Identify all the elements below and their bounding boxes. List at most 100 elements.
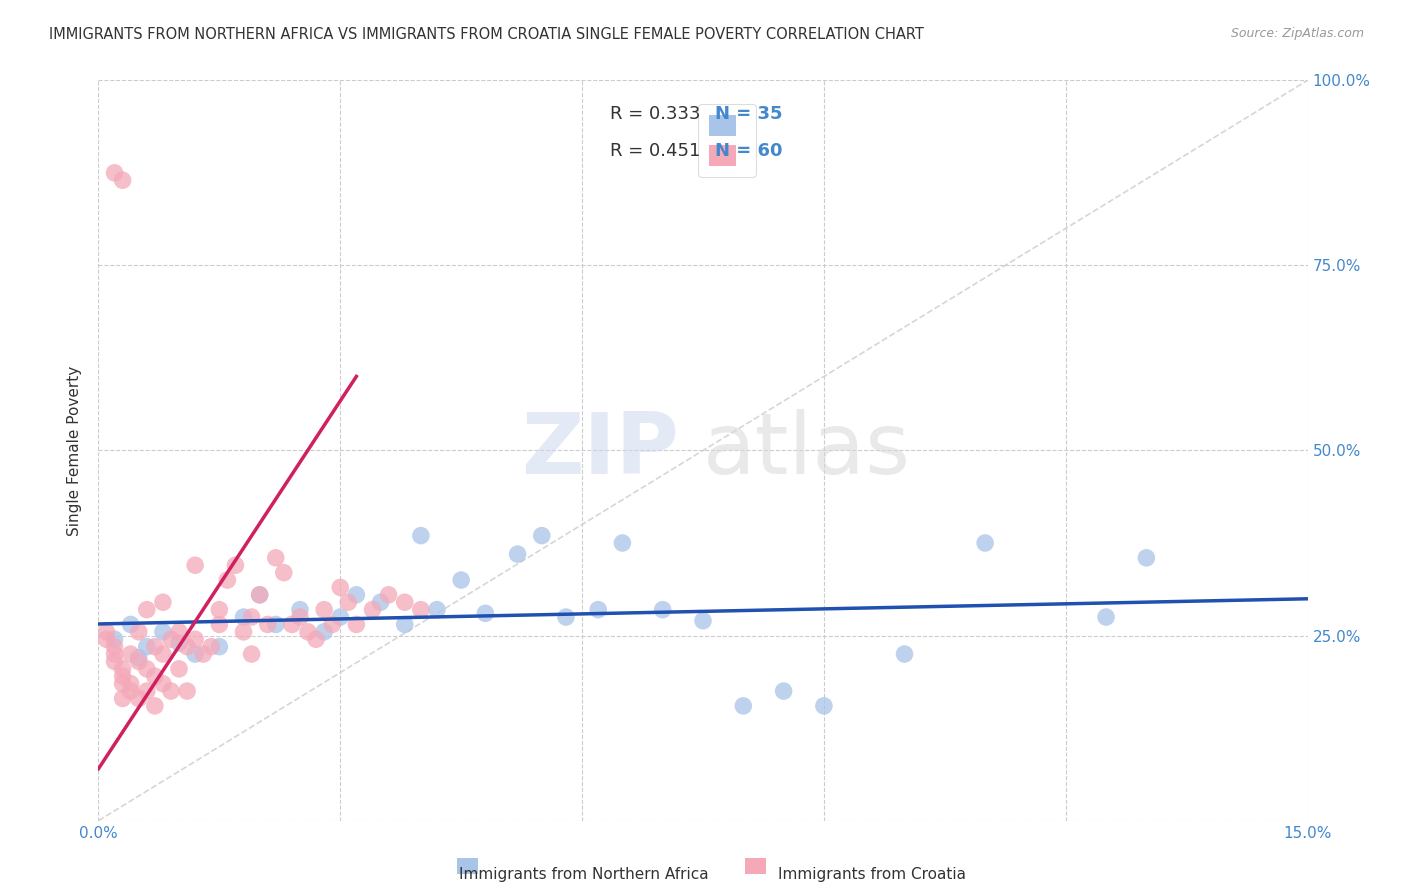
Point bbox=[1095, 610, 1118, 624]
Text: R = 0.451: R = 0.451 bbox=[610, 142, 700, 160]
Point bbox=[184, 558, 207, 573]
Point bbox=[103, 640, 125, 654]
Point bbox=[305, 632, 328, 647]
Text: R = 0.333: R = 0.333 bbox=[610, 104, 700, 122]
Point bbox=[111, 691, 134, 706]
Point bbox=[143, 669, 166, 683]
Point bbox=[120, 676, 142, 690]
Point bbox=[474, 607, 496, 621]
Point bbox=[612, 536, 634, 550]
Point bbox=[120, 617, 142, 632]
Point bbox=[692, 614, 714, 628]
Point bbox=[329, 610, 352, 624]
Point bbox=[264, 617, 287, 632]
Point bbox=[232, 624, 254, 639]
Point bbox=[200, 640, 222, 654]
Point bbox=[167, 624, 190, 639]
Point bbox=[103, 632, 125, 647]
Point bbox=[160, 684, 183, 698]
Point bbox=[281, 617, 304, 632]
Point bbox=[111, 173, 134, 187]
Point bbox=[506, 547, 529, 561]
Point bbox=[152, 595, 174, 609]
Point bbox=[232, 610, 254, 624]
Text: Immigrants from Croatia: Immigrants from Croatia bbox=[778, 867, 966, 882]
Point bbox=[377, 588, 399, 602]
Point bbox=[176, 640, 198, 654]
Point bbox=[176, 684, 198, 698]
Point bbox=[135, 684, 157, 698]
Point bbox=[344, 617, 367, 632]
Point bbox=[586, 602, 609, 616]
Point bbox=[651, 602, 673, 616]
Point bbox=[193, 647, 215, 661]
Point bbox=[120, 684, 142, 698]
Point bbox=[344, 588, 367, 602]
Point bbox=[733, 698, 755, 713]
Point bbox=[111, 676, 134, 690]
Y-axis label: Single Female Poverty: Single Female Poverty bbox=[67, 366, 83, 535]
Text: IMMIGRANTS FROM NORTHERN AFRICA VS IMMIGRANTS FROM CROATIA SINGLE FEMALE POVERTY: IMMIGRANTS FROM NORTHERN AFRICA VS IMMIG… bbox=[49, 27, 924, 42]
Point bbox=[128, 691, 150, 706]
Point bbox=[256, 617, 278, 632]
Text: N = 35: N = 35 bbox=[716, 104, 783, 122]
Legend: , : , bbox=[699, 104, 756, 177]
Text: ZIP: ZIP bbox=[522, 409, 679, 492]
Point bbox=[167, 636, 190, 650]
Text: N = 60: N = 60 bbox=[716, 142, 783, 160]
Point bbox=[184, 647, 207, 661]
Point bbox=[96, 624, 118, 639]
Point bbox=[813, 698, 835, 713]
Point bbox=[103, 166, 125, 180]
Point bbox=[321, 617, 343, 632]
Point bbox=[128, 655, 150, 669]
Point bbox=[249, 588, 271, 602]
Point bbox=[530, 528, 553, 542]
Point bbox=[394, 595, 416, 609]
Point bbox=[249, 588, 271, 602]
Point bbox=[96, 632, 118, 647]
Point bbox=[184, 632, 207, 647]
Point bbox=[361, 602, 384, 616]
Point bbox=[772, 684, 794, 698]
Point bbox=[135, 640, 157, 654]
Point bbox=[240, 610, 263, 624]
Point bbox=[450, 573, 472, 587]
Point bbox=[208, 617, 231, 632]
Point bbox=[167, 662, 190, 676]
Point bbox=[426, 602, 449, 616]
Point bbox=[394, 617, 416, 632]
Point bbox=[128, 624, 150, 639]
Point bbox=[217, 573, 239, 587]
Point bbox=[409, 528, 432, 542]
Point bbox=[208, 640, 231, 654]
Point bbox=[288, 602, 311, 616]
Point bbox=[103, 647, 125, 661]
Point bbox=[152, 624, 174, 639]
Point bbox=[111, 669, 134, 683]
Point bbox=[160, 632, 183, 647]
Point bbox=[152, 647, 174, 661]
Point bbox=[337, 595, 360, 609]
Point bbox=[240, 647, 263, 661]
Point bbox=[103, 655, 125, 669]
Text: Immigrants from Northern Africa: Immigrants from Northern Africa bbox=[458, 867, 709, 882]
Point bbox=[314, 624, 336, 639]
Point bbox=[264, 550, 287, 565]
Point bbox=[135, 602, 157, 616]
Point bbox=[555, 610, 578, 624]
Point bbox=[135, 662, 157, 676]
Point bbox=[120, 647, 142, 661]
Point bbox=[288, 610, 311, 624]
Point bbox=[143, 640, 166, 654]
Text: atlas: atlas bbox=[703, 409, 911, 492]
Point bbox=[893, 647, 915, 661]
Point bbox=[974, 536, 997, 550]
Point bbox=[128, 650, 150, 665]
Point bbox=[329, 581, 352, 595]
Point bbox=[224, 558, 246, 573]
Point bbox=[314, 602, 336, 616]
Point bbox=[273, 566, 295, 580]
Point bbox=[111, 662, 134, 676]
Point bbox=[409, 602, 432, 616]
